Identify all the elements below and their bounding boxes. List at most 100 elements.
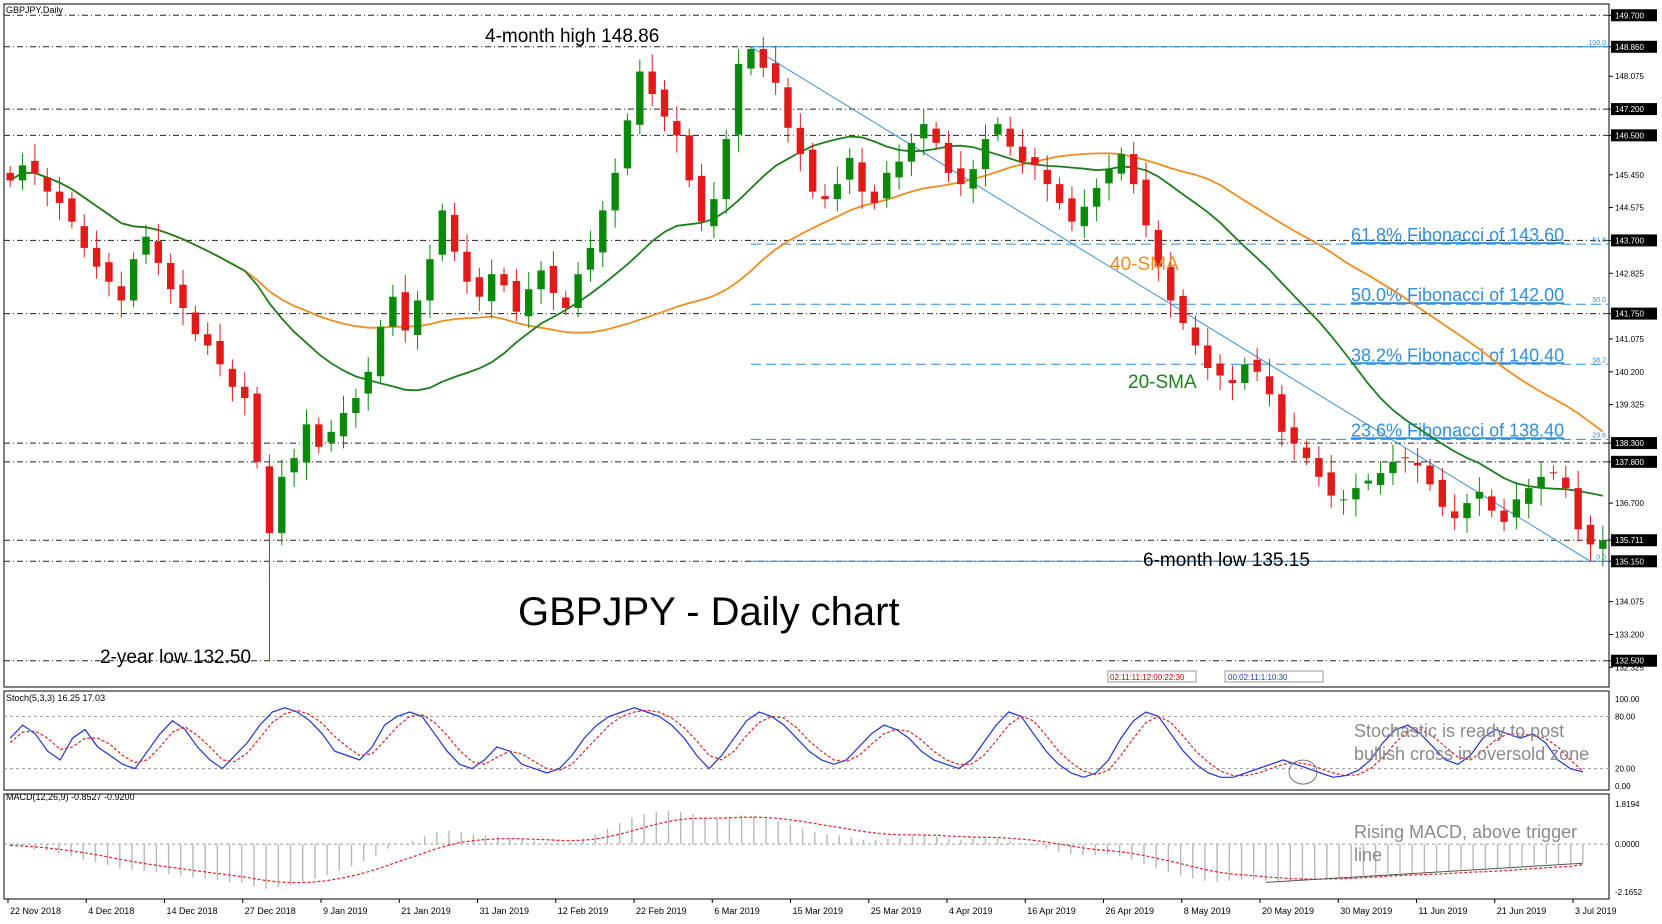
panel-frame-3 [3,793,1610,900]
candle-93 [1154,220,1163,282]
stoch-y-label-1: 80.00 [1615,712,1636,721]
panel-frame-2 [3,690,1610,791]
candle-8 [105,252,113,297]
candle-body-68 [846,157,854,180]
candle-51 [636,59,644,135]
candle-111 [1376,461,1385,495]
candle-86 [1068,186,1076,232]
candle-body-82 [1018,146,1027,162]
sma20-annotation: 20-SMA [1128,372,1197,393]
x-tick-label-17: 30 May 2019 [1340,906,1392,916]
candle-body-108 [1339,499,1348,501]
candle-body-32 [401,292,409,331]
candle-body-57 [710,199,718,227]
candle-69 [858,147,866,209]
candle-79 [981,124,990,187]
stoch-y-label-2: 20.00 [1615,765,1636,774]
y-tick-label-16: 135.711 [1615,536,1644,545]
y-tick-label-9: 141.750 [1615,310,1644,319]
candle-65 [808,142,817,199]
candle-body-85 [1055,184,1064,203]
macd-title: MACD(12,26,9) -0.8527 -0.9200 [6,792,135,802]
y-tick-label-19: 133.200 [1615,630,1644,639]
x-tick-label-18: 11 Jun 2019 [1419,906,1468,916]
y-tick-label-4: 146.500 [1615,131,1644,140]
candle-body-7 [92,247,101,267]
candle-3 [43,167,51,207]
candle-94 [1167,252,1175,318]
candle-body-50 [623,120,632,169]
candle-body-126 [1562,477,1570,489]
candle-body-45 [562,297,570,308]
candle-33 [413,291,422,350]
panel-frame-1 [3,3,1610,688]
y-tick-label-12: 139.325 [1615,401,1644,410]
candle-120 [1488,489,1496,518]
y-tick-label-17: 135.150 [1615,557,1644,566]
y-tick-label-6: 144.575 [1615,204,1644,213]
candle-body-3 [43,177,51,192]
candle-21 [265,454,274,661]
candle-body-43 [537,270,545,290]
y-tick-label-8: 142.825 [1615,269,1644,278]
candle-body-105 [1302,447,1311,459]
candle-105 [1302,440,1311,465]
candle-17 [216,323,224,377]
sma40-annotation: 40-SMA [1110,254,1179,275]
x-tick-label-12: 4 Apr 2019 [949,906,993,916]
candle-68 [846,148,854,195]
chart-title: GBPJPY - Daily chart [518,590,900,634]
candle-34 [426,244,434,318]
candle-81 [1006,116,1014,156]
y-tick-label-11: 140.200 [1615,368,1644,377]
x-tick-label-6: 31 Jan 2019 [480,906,530,916]
candle-body-20 [253,393,261,462]
candle-body-84 [1043,169,1051,185]
candle-body-10 [129,259,138,301]
candle-body-119 [1475,491,1484,499]
candle-41 [512,268,521,322]
x-tick-label-19: 21 Jun 2019 [1497,906,1547,916]
y-tag-bg-16 [1611,534,1657,547]
y-tick-label-5: 145.450 [1615,171,1644,180]
candle-body-14 [179,284,187,308]
candle-body-44 [549,265,558,293]
y-tick-label-2: 148.075 [1615,72,1644,81]
candle-body-103 [1278,394,1286,432]
x-tick-label-16: 20 May 2019 [1262,906,1314,916]
candle-body-37 [463,251,471,282]
candle-114 [1413,447,1422,483]
candle-body-98 [1216,363,1224,376]
candle-23 [290,448,298,487]
candle-66 [821,184,829,209]
candle-body-111 [1376,473,1385,486]
candle-body-81 [1006,128,1014,147]
candle-body-96 [1191,327,1200,346]
candle-body-90 [1117,154,1126,174]
candle-97 [1204,328,1212,381]
candle-58 [722,129,730,214]
candle-body-12 [154,241,163,263]
candle-7 [92,230,101,279]
candle-body-127 [1574,488,1582,530]
candle-body-1 [18,165,27,181]
fib-label-0: 61.8% Fibonacci of 143.60 [1351,225,1564,245]
candle-body-79 [981,139,990,170]
candle-body-18 [228,368,237,387]
candle-103 [1278,384,1286,447]
candle-6 [80,214,88,258]
candle-body-56 [697,175,706,222]
candle-body-41 [512,280,521,312]
macd-note-line2: line [1354,845,1382,865]
candle-91 [1129,142,1138,194]
candle-85 [1055,177,1064,210]
candle-body-99 [1228,380,1237,384]
candle-5 [68,191,76,229]
candle-118 [1463,493,1471,533]
macd-note-line1: Rising MACD, above trigger [1354,822,1577,842]
stoch-title: Stoch(5,3,3) 16.25 17.03 [6,693,105,703]
candle-body-24 [302,424,311,463]
y-tag-bg-20 [1611,654,1657,667]
